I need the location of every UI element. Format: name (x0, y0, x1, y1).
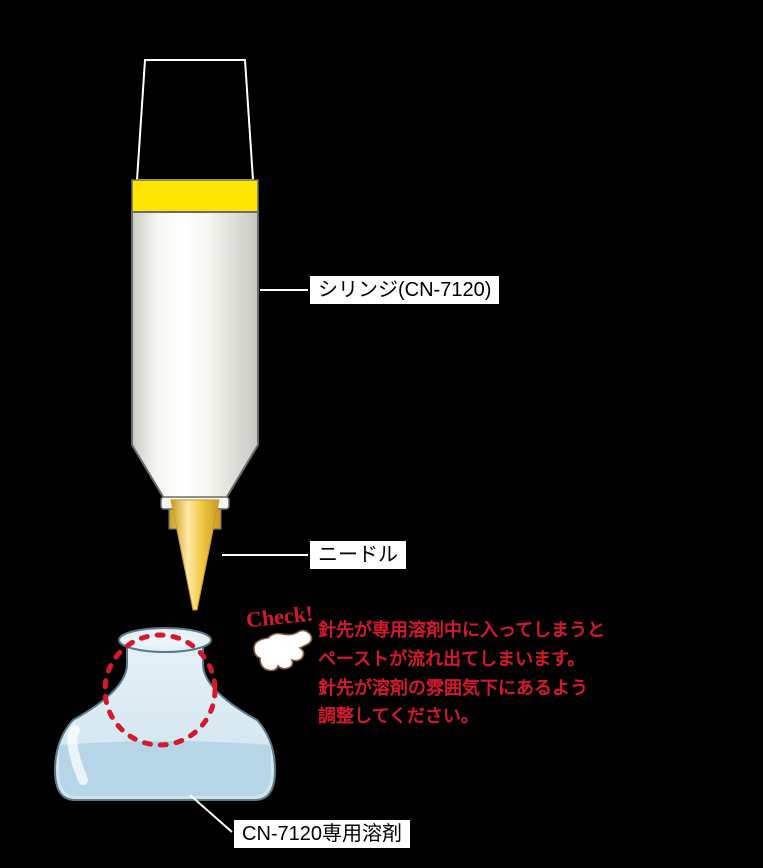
diagram-svg (0, 0, 763, 868)
syringe-body (132, 212, 258, 500)
label-syringe: シリンジ(CN-7120) (310, 276, 499, 304)
label-needle: ニードル (310, 541, 406, 569)
syringe-band (132, 180, 258, 212)
pointing-hand-icon (254, 630, 312, 670)
warning-text: 針先が専用溶剤中に入ってしまうと ペーストが流れ出てしまいます。 針先が溶剤の雰… (318, 616, 605, 731)
warn-line-3: 針先が溶剤の雰囲気下にあるよう (318, 674, 605, 703)
diagram-stage: { "labels":{ "syringe":"シリンジ(CN-7120)", … (0, 0, 763, 868)
syringe-cap (137, 60, 253, 180)
warn-line-4: 調整してください。 (318, 702, 605, 731)
warn-line-2: ペーストが流れ出てしまいます。 (318, 645, 605, 674)
needle-tip (171, 500, 219, 610)
label-solvent: CN-7120専用溶剤 (234, 820, 410, 848)
flask-liquid (59, 741, 271, 796)
warn-line-1: 針先が専用溶剤中に入ってしまうと (318, 616, 605, 645)
